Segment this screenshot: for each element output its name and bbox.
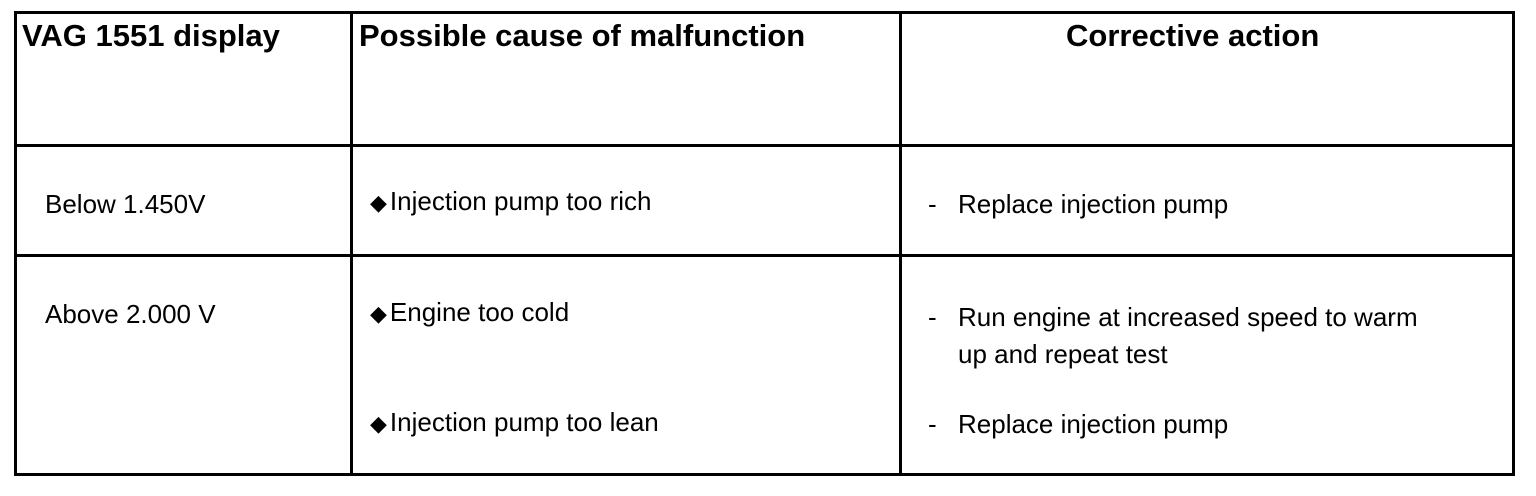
dash-marker: - [928,189,937,219]
action-line-2: up and repeat test [958,339,1168,369]
row2-display: Above 2.000 V [45,299,216,329]
row1-cause-1: ◆ Injection pump too rich [370,186,652,217]
diamond-bullet-icon: ◆ [370,411,387,436]
action-text: Replace injection pump [958,189,1229,219]
action-text: Run engine at increased speed to warm [958,302,1418,332]
malfunction-table [14,11,1515,476]
diamond-bullet-icon: ◆ [370,190,387,215]
row-divider-1 [17,254,1512,257]
header-action: Corrective action [1066,18,1320,53]
column-divider-1 [350,14,353,473]
diamond-bullet-icon: ◆ [370,301,387,326]
dash-marker: - [928,302,937,332]
action-text: Replace injection pump [958,409,1229,439]
row2-cause-1: ◆ Engine too cold [370,297,569,328]
row-divider-header [17,144,1512,147]
column-divider-2 [899,14,902,473]
dash-marker: - [928,409,937,439]
cause-text: Engine too cold [389,297,570,327]
header-display: VAG 1551 display [22,18,280,53]
cause-text: Injection pump too lean [389,407,659,437]
cause-text: Injection pump too rich [389,186,652,216]
row1-action-1: - Replace injection pump [928,189,1228,220]
header-cause: Possible cause of malfunction [359,18,806,53]
row2-action-1: - Run engine at increased speed to warm u… [928,299,1418,373]
row2-action-2: - Replace injection pump [928,409,1228,440]
action-line-1: - Run engine at increased speed to warm [928,299,1418,336]
row2-cause-2: ◆ Injection pump too lean [370,407,659,438]
row1-display: Below 1.450V [45,189,206,219]
